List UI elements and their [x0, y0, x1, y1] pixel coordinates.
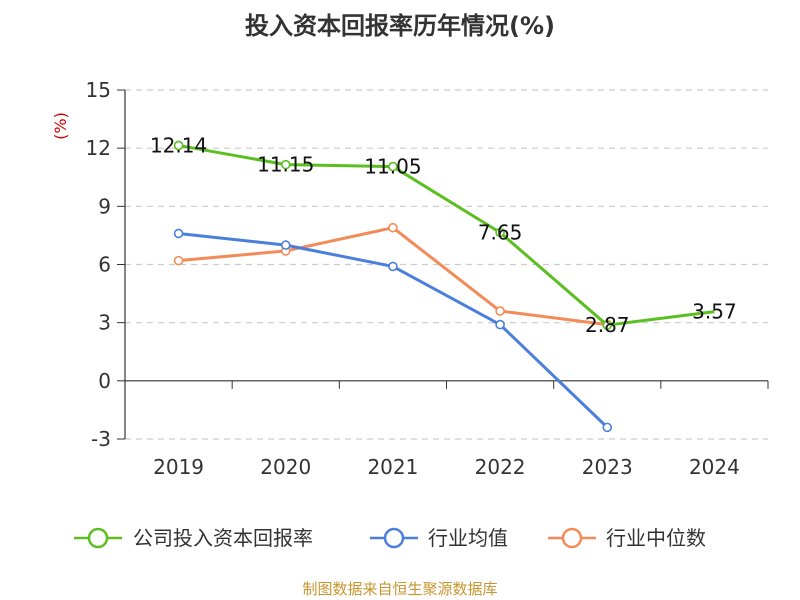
data-point: [280, 159, 291, 170]
legend[interactable]: 公司投入资本回报率 行业均值 行业中位数: [74, 526, 706, 550]
x-tick-label: 2020: [260, 455, 311, 479]
legend-label: 行业均值: [428, 526, 508, 550]
data-label: 7.65: [478, 221, 523, 245]
y-tick-label: 15: [86, 78, 111, 102]
data-point: [388, 161, 398, 172]
data-label: 12.14: [150, 133, 207, 157]
y-axis-label: (%): [51, 112, 70, 140]
data-label: 11.05: [364, 155, 421, 179]
data-label: 3.57: [692, 300, 737, 324]
data-label: 11.15: [257, 153, 314, 177]
data-point: [495, 227, 505, 238]
series-1: [173, 228, 613, 433]
data-point: [173, 228, 184, 239]
y-tick-label: 0: [98, 369, 111, 393]
y-tick-label: 12: [86, 136, 111, 160]
data-label: 2.87: [585, 313, 630, 337]
y-tick-labels: 15 12 9 6 3 0 -3: [86, 78, 111, 451]
x-tick-labels: 2019 2020 2021 2022 2023 2024: [153, 455, 740, 479]
legend-item[interactable]: 行业中位数: [548, 526, 706, 550]
legend-label: 公司投入资本回报率: [133, 526, 313, 550]
data-point: [602, 422, 613, 433]
data-point: [388, 261, 398, 272]
data-point: [495, 319, 505, 330]
x-tick-label: 2022: [475, 455, 526, 479]
series-0: [173, 140, 715, 330]
data-point: [280, 240, 291, 250]
legend-marker: [87, 527, 109, 549]
y-tick-label: 9: [98, 194, 111, 218]
legend-label: 行业中位数: [606, 526, 706, 550]
y-tick-label: 3: [98, 311, 111, 335]
y-tick-label: 6: [98, 253, 111, 277]
x-tick-label: 2024: [689, 455, 740, 479]
source-note: 制图数据来自恒生聚源数据库: [302, 580, 497, 598]
chart-title: 投入资本回报率历年情况(%): [245, 12, 555, 40]
data-labels: 12.14 11.15 11.05 7.65 2.87 3.57: [150, 133, 737, 337]
data-point: [173, 255, 184, 266]
data-point: [602, 320, 613, 330]
x-tick-label: 2023: [582, 455, 633, 479]
x-tick-label: 2019: [153, 455, 204, 479]
axes: [124, 90, 769, 439]
series-line: [178, 226, 608, 327]
legend-marker: [383, 527, 405, 549]
legend-item[interactable]: 行业均值: [370, 526, 508, 550]
data-point: [388, 222, 398, 233]
x-tick-label: 2021: [367, 455, 418, 479]
series-line: [178, 143, 715, 327]
legend-marker: [561, 527, 583, 549]
gridlines: [117, 89, 768, 440]
data-point: [173, 140, 184, 151]
y-tick-label: -3: [91, 427, 111, 451]
legend-item[interactable]: 公司投入资本回报率: [74, 526, 313, 550]
series-group: [173, 140, 715, 433]
data-point: [495, 306, 505, 316]
